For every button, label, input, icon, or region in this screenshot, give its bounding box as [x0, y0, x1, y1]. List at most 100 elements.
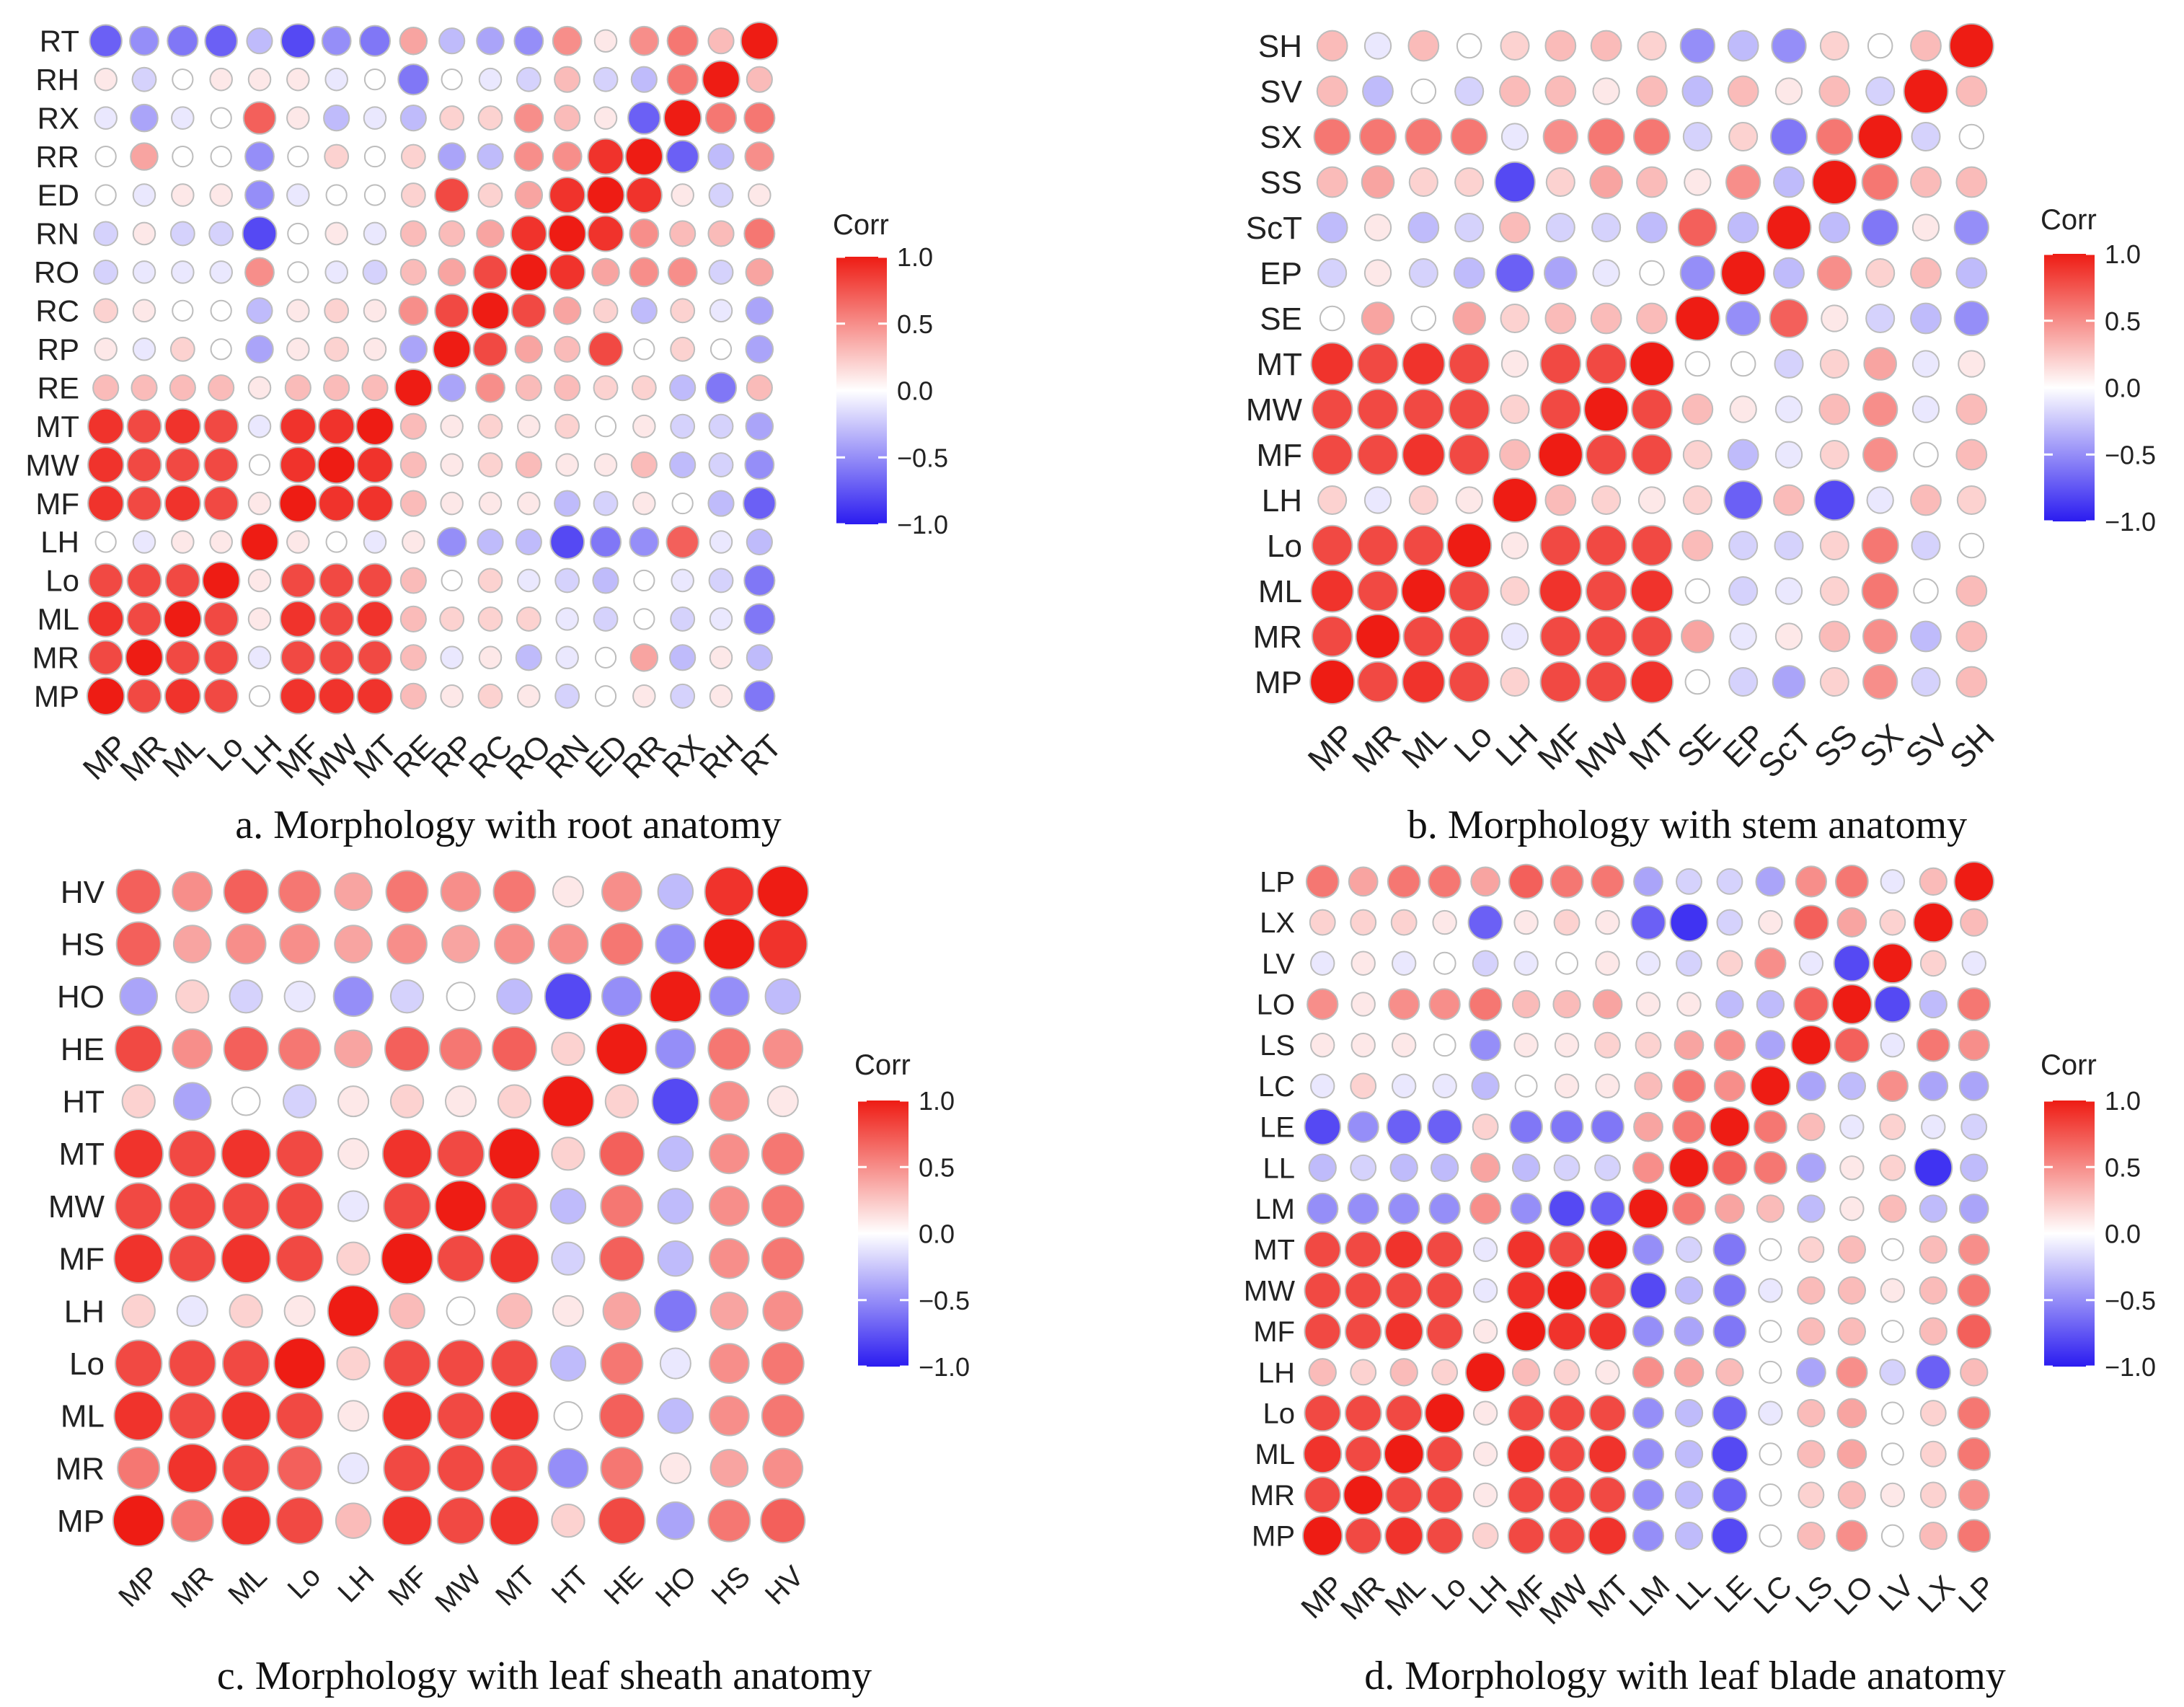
corr-cell-LP-LE	[1716, 868, 1743, 895]
corr-cell-LH-MW	[1591, 485, 1622, 516]
corr-cell-ML-MR	[168, 1392, 216, 1440]
corr-cell-RE-RE	[394, 369, 433, 407]
corr-cell-LH-SH	[1956, 485, 1986, 516]
corr-cell-MW-SH	[1955, 393, 1988, 425]
corr-cell-EP-MW	[1592, 259, 1620, 287]
corr-cell-MP-MR	[1344, 1517, 1382, 1555]
corr-cell-LH-RR	[629, 526, 660, 557]
corr-cell-LO-LX	[1919, 989, 1948, 1019]
corr-cell-RT-MW	[321, 25, 352, 56]
y-tick-label: MF	[35, 487, 79, 521]
corr-cell-LO-LE	[1715, 989, 1744, 1019]
corr-cell-LO-LV	[1874, 985, 1911, 1023]
corr-cell-RO-RR	[629, 257, 660, 288]
corr-cell-ML-LE	[1711, 1435, 1748, 1473]
corr-cell-ML-SH	[1955, 575, 1988, 607]
corr-cell-Lo-LP	[1957, 1396, 1991, 1430]
corr-cell-LX-Lo	[1432, 909, 1457, 935]
corr-cell-SX-EP	[1728, 121, 1759, 152]
corr-cell-ML-RH	[709, 607, 733, 631]
corr-cell-LE-LX	[1921, 1114, 1946, 1139]
corr-cell-SE-SS	[1821, 304, 1849, 332]
corr-cell-RT-Lo	[204, 24, 238, 58]
y-tick-label: MF	[58, 1242, 105, 1277]
corr-cell-ML-MT	[356, 600, 394, 638]
corr-cell-LM-LO	[1839, 1196, 1865, 1222]
corr-cell-LX-LL	[1669, 903, 1709, 943]
corr-cell-MW-MR	[1344, 1271, 1382, 1310]
corr-cell-ScT-MT	[1636, 211, 1668, 244]
corr-cell-MR-ML	[221, 1444, 270, 1493]
corr-cell-Lo-LX	[1919, 1400, 1947, 1426]
corr-cell-LS-LP	[1958, 1029, 1990, 1062]
corr-cell-ML-RR	[633, 608, 655, 630]
corr-cell-MF-LH	[336, 1241, 371, 1276]
legend-title: Corr	[833, 209, 889, 241]
corr-cell-MW-RC	[477, 452, 503, 478]
corr-cell-LV-LO	[1833, 944, 1871, 982]
corr-cell-MT-MW	[436, 1129, 485, 1178]
corr-cell-Lo-SV	[1911, 530, 1941, 561]
corr-cell-MR-MT	[1631, 615, 1673, 658]
corr-cell-RH-RE	[397, 63, 430, 96]
corr-cell-ScT-SV	[1911, 213, 1940, 242]
corr-cell-RT-RT	[740, 22, 779, 61]
corr-cell-SX-MF	[1542, 118, 1578, 155]
corr-cell-MR-RR	[629, 643, 659, 672]
corr-cell-SS-Lo	[1454, 167, 1485, 198]
corr-cell-LO-LH	[1468, 987, 1503, 1021]
y-tick-label: MW	[1246, 392, 1303, 428]
corr-cell-SV-MP	[1316, 75, 1348, 107]
corr-cell-MT-MP	[113, 1129, 164, 1179]
corr-cell-MP-HS	[707, 1499, 751, 1543]
y-tick-label: HT	[62, 1085, 105, 1120]
corr-cell-SE-SE	[1674, 296, 1720, 341]
corr-cell-LL-LP	[1960, 1153, 1989, 1182]
corr-cell-HE-HV	[762, 1028, 804, 1069]
corr-cell-MF-LH	[1499, 438, 1531, 471]
corr-cell-ML-SS	[1819, 575, 1849, 607]
corr-cell-Lo-Lo	[273, 1337, 326, 1390]
corr-cell-RN-ML	[169, 221, 195, 247]
corr-cell-ED-RH	[708, 182, 734, 208]
corr-cell-MR-MP	[88, 640, 124, 676]
corr-cell-RO-MW	[324, 260, 348, 284]
corr-cell-LX-LH	[1467, 904, 1503, 940]
corr-cell-RH-RX	[666, 63, 699, 96]
corr-cell-MP-LM	[1632, 1519, 1665, 1552]
corr-cell-HT-HS	[708, 1080, 750, 1122]
corr-cell-HO-HE	[601, 976, 642, 1018]
corr-cell-LS-LV	[1880, 1032, 1906, 1058]
legend-tick-label: 0.0	[2105, 374, 2141, 403]
corr-cell-HS-Lo	[279, 923, 321, 965]
corr-cell-MP-LS	[1797, 1521, 1826, 1551]
corr-cell-SS-SV	[1910, 166, 1942, 198]
corr-cell-RX-RN	[554, 105, 581, 132]
corr-cell-LO-LM	[1635, 992, 1661, 1017]
corr-cell-ML-MR	[1344, 1435, 1382, 1473]
y-tick-label: RR	[35, 140, 79, 174]
corr-cell-MR-MW	[1548, 1476, 1586, 1514]
corr-cell-MF-MF	[1537, 432, 1583, 477]
corr-cell-HE-ML	[223, 1025, 269, 1072]
corr-cell-MP-LP	[1957, 1519, 1991, 1553]
corr-cell-LH-HS	[709, 1292, 749, 1331]
corr-cell-LX-LC	[1758, 909, 1783, 935]
corr-cell-LH-LS	[1796, 1357, 1826, 1388]
corr-cell-RH-MP	[94, 67, 118, 92]
corr-cell-HT-MR	[172, 1082, 212, 1121]
y-tick-label: SX	[1260, 120, 1302, 155]
corr-cell-SX-SE	[1682, 121, 1712, 152]
corr-cell-Lo-MF	[1507, 1394, 1545, 1432]
legend: Corr 1.0 0.5 0.0 −0.5 −1.0	[854, 1049, 970, 1382]
corr-cell-HS-HE	[600, 922, 644, 966]
corr-cell-LL-LS	[1796, 1152, 1826, 1183]
y-tick-label: ScT	[1246, 211, 1302, 246]
corr-cell-ED-MW	[325, 184, 348, 206]
corr-cell-MR-MW	[319, 640, 355, 676]
corr-cell-Lo-RO	[517, 568, 541, 593]
corr-cell-MT-SV	[1911, 350, 1940, 378]
corr-cell-HT-LH	[337, 1085, 370, 1118]
corr-cell-HE-MT	[491, 1025, 538, 1072]
y-tick-label: MT	[35, 410, 79, 444]
